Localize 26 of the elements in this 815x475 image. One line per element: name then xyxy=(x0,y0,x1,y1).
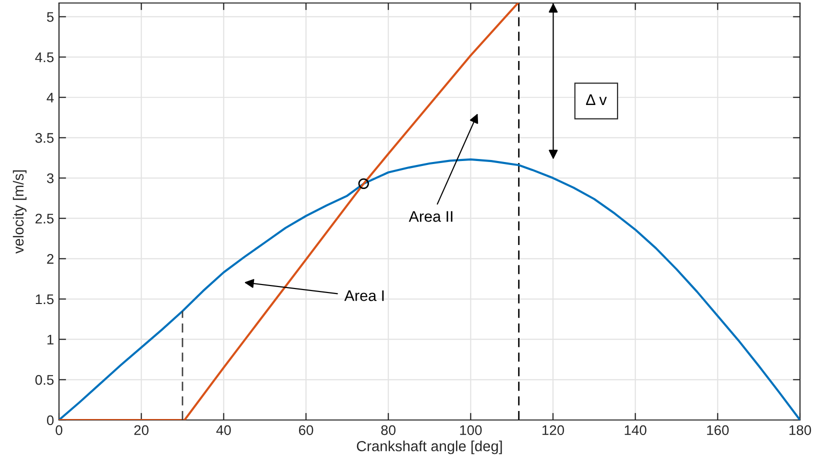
y-tick-label: 0 xyxy=(46,415,54,426)
y-tick-label: 5 xyxy=(46,12,54,22)
annotation: Δ v xyxy=(586,94,607,105)
x-tick-label: 160 xyxy=(707,425,729,436)
x-tick-label: 40 xyxy=(216,425,231,436)
x-tick-label: 180 xyxy=(789,425,812,436)
y-tick-label: 1 xyxy=(47,334,54,344)
y-tick-label: 0.5 xyxy=(35,375,54,385)
y-axis-title: velocity [m/s] xyxy=(12,170,26,254)
y-tick-label: 3.5 xyxy=(35,133,54,143)
x-tick-label: 0 xyxy=(56,425,62,436)
y-tick-label: 2 xyxy=(47,254,54,264)
y-tick-label: 4 xyxy=(46,92,54,102)
x-tick-label: 20 xyxy=(134,425,149,436)
annotation: Area I xyxy=(344,290,384,302)
x-tick-label: 100 xyxy=(460,425,482,436)
x-tick-label: 80 xyxy=(381,425,396,436)
y-tick-label: 3 xyxy=(46,173,54,184)
x-axis-title: Crankshaft angle [deg] xyxy=(356,440,502,454)
annotation: Area II xyxy=(408,211,452,222)
y-tick-label: 1.5 xyxy=(36,294,54,304)
y-tick-label: 4.5 xyxy=(35,52,54,62)
x-tick-label: 120 xyxy=(542,425,564,436)
x-tick-label: 60 xyxy=(298,425,314,436)
y-tick-label: 2.5 xyxy=(36,214,54,224)
x-tick-label: 140 xyxy=(624,425,646,436)
